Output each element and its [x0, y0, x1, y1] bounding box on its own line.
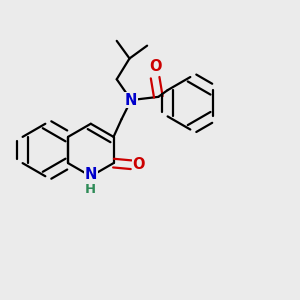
Text: N: N [125, 93, 137, 108]
Text: H: H [85, 182, 96, 196]
Text: N: N [85, 167, 97, 182]
Text: O: O [133, 157, 145, 172]
Text: O: O [149, 59, 161, 74]
